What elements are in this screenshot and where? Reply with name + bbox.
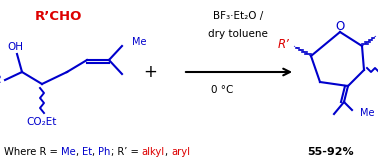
Text: 55-92%: 55-92%	[307, 147, 353, 157]
Text: ,: ,	[165, 147, 171, 157]
Text: Where R =: Where R =	[4, 147, 61, 157]
Text: Me: Me	[61, 147, 76, 157]
Text: O: O	[335, 20, 345, 32]
Text: 0 °C: 0 °C	[211, 85, 233, 95]
Text: OH: OH	[7, 42, 23, 52]
Text: R: R	[0, 75, 1, 85]
Text: aryl: aryl	[171, 147, 190, 157]
Text: R’: R’	[278, 37, 290, 51]
Text: R’CHO: R’CHO	[34, 9, 82, 22]
Text: Me: Me	[132, 37, 147, 47]
Text: dry toluene: dry toluene	[208, 29, 268, 39]
Text: ; R’ =: ; R’ =	[111, 147, 142, 157]
Text: Ph: Ph	[98, 147, 111, 157]
Text: Et: Et	[82, 147, 92, 157]
Text: BF₃·Et₂O /: BF₃·Et₂O /	[213, 11, 263, 21]
Text: ,: ,	[92, 147, 98, 157]
Text: ,: ,	[76, 147, 82, 157]
Text: Me: Me	[360, 108, 375, 118]
Text: +: +	[143, 63, 157, 81]
Text: alkyl: alkyl	[142, 147, 165, 157]
Text: CO₂Et: CO₂Et	[27, 117, 57, 127]
